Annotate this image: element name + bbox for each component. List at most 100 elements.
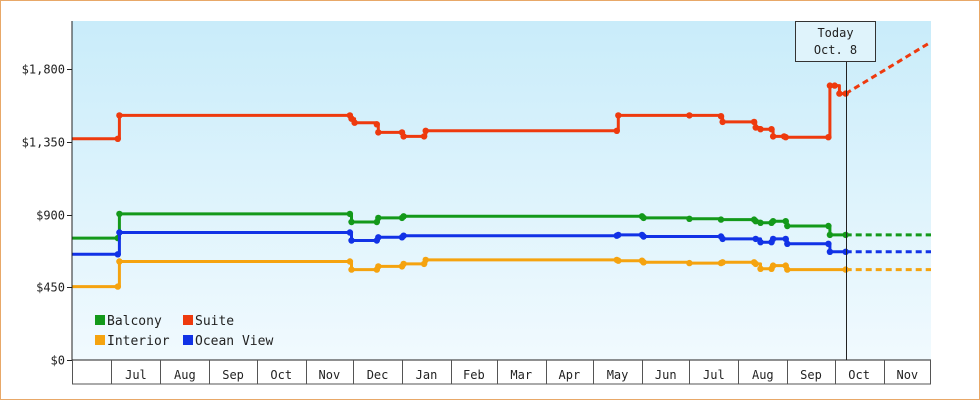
- y-tick-label: $1,350: [22, 136, 65, 150]
- legend-label-interior: Interior: [107, 334, 170, 349]
- data-point: [116, 229, 123, 236]
- data-point: [750, 118, 758, 126]
- data-point: [757, 126, 764, 133]
- data-point: [640, 259, 647, 266]
- forecast-line-suite: [844, 40, 932, 95]
- data-point: [836, 90, 843, 97]
- data-point: [752, 260, 759, 268]
- y-tick-label: $0: [51, 354, 65, 368]
- today-marker: Today Oct. 8: [795, 21, 876, 360]
- data-point: [613, 127, 620, 134]
- data-point: [375, 129, 382, 136]
- data-point: [114, 135, 122, 142]
- today-label-box: [795, 21, 876, 62]
- data-point: [348, 237, 355, 244]
- series-suite: [72, 40, 932, 142]
- data-point: [116, 112, 123, 119]
- data-point: [686, 215, 693, 222]
- x-tick-label: May: [607, 368, 629, 382]
- x-tick-label: Jan: [416, 368, 438, 382]
- legend-label-balcony: Balcony: [107, 314, 162, 329]
- data-point: [831, 82, 838, 89]
- data-point: [826, 82, 834, 89]
- data-point: [640, 214, 647, 222]
- data-point: [114, 283, 122, 290]
- data-point: [826, 248, 834, 255]
- today-label-title: Today: [817, 26, 853, 40]
- data-point: [400, 232, 407, 239]
- x-tick-label: Feb: [463, 368, 485, 382]
- data-point: [400, 260, 407, 268]
- data-point: [757, 239, 764, 246]
- data-point: [784, 266, 791, 273]
- legend-swatch-interior: [95, 335, 105, 345]
- data-point: [825, 240, 832, 247]
- data-point: [784, 222, 791, 230]
- data-point: [400, 213, 407, 220]
- data-point: [114, 251, 122, 258]
- legend: Balcony Suite Interior Ocean View: [95, 314, 273, 349]
- legend-swatch-ocean-view: [183, 335, 193, 345]
- data-point: [640, 233, 647, 240]
- data-point: [686, 259, 693, 267]
- data-point: [717, 113, 725, 120]
- data-point: [757, 219, 764, 226]
- x-tick-label: Oct: [270, 368, 292, 382]
- legend-label-ocean-view: Ocean View: [195, 334, 273, 349]
- data-point: [782, 134, 789, 141]
- series-ocean-view: [72, 229, 931, 258]
- data-point: [348, 266, 355, 273]
- x-tick-label: Nov: [319, 368, 341, 382]
- x-tick-label: Aug: [752, 368, 774, 382]
- data-point: [769, 133, 777, 140]
- data-point: [719, 235, 726, 243]
- data-point: [375, 263, 382, 270]
- data-point: [375, 214, 382, 222]
- series-layer: [72, 40, 932, 290]
- x-tick-label: Nov: [896, 368, 918, 382]
- plot-background: [72, 21, 931, 360]
- data-point: [757, 265, 764, 272]
- today-label-date: Oct. 8: [814, 43, 857, 57]
- data-point: [116, 258, 123, 265]
- legend-label-suite: Suite: [195, 314, 234, 329]
- data-point: [752, 235, 759, 243]
- y-tick-label: $450: [36, 281, 65, 295]
- x-tick-label: Jul: [703, 368, 725, 382]
- data-point: [351, 119, 358, 126]
- data-point: [346, 229, 354, 236]
- data-point: [686, 112, 693, 119]
- data-point: [825, 222, 832, 230]
- data-point: [346, 210, 354, 218]
- x-tick-label: Sep: [222, 368, 244, 382]
- data-point: [615, 257, 622, 264]
- data-point: [615, 231, 622, 239]
- axes-layer: $0 $450 $900 $1,350 $1,800 Jul Aug Sep Oct Nov Dec…: [22, 21, 931, 385]
- data-point: [769, 262, 777, 269]
- y-tick-label: $900: [36, 209, 65, 223]
- data-point: [719, 259, 726, 266]
- data-point: [719, 118, 726, 126]
- data-point: [375, 234, 382, 241]
- x-tick-label: Sep: [800, 368, 822, 382]
- x-tick-label: Dec: [367, 368, 389, 382]
- data-point: [782, 235, 789, 243]
- data-point: [769, 218, 777, 225]
- x-tick-label: Mar: [510, 368, 532, 382]
- data-point: [717, 216, 725, 223]
- data-point: [116, 210, 123, 218]
- data-point: [826, 231, 834, 239]
- data-point: [752, 124, 759, 131]
- x-tick-label: Apr: [559, 368, 581, 382]
- data-point: [400, 133, 407, 140]
- series-interior: [72, 256, 931, 290]
- data-point: [825, 134, 832, 141]
- data-point: [615, 112, 622, 119]
- data-point: [769, 235, 777, 243]
- data-point: [346, 258, 354, 265]
- data-point: [422, 256, 429, 264]
- x-tick-label: Oct: [848, 368, 870, 382]
- data-point: [782, 218, 789, 225]
- x-tick-label: Jul: [125, 368, 147, 382]
